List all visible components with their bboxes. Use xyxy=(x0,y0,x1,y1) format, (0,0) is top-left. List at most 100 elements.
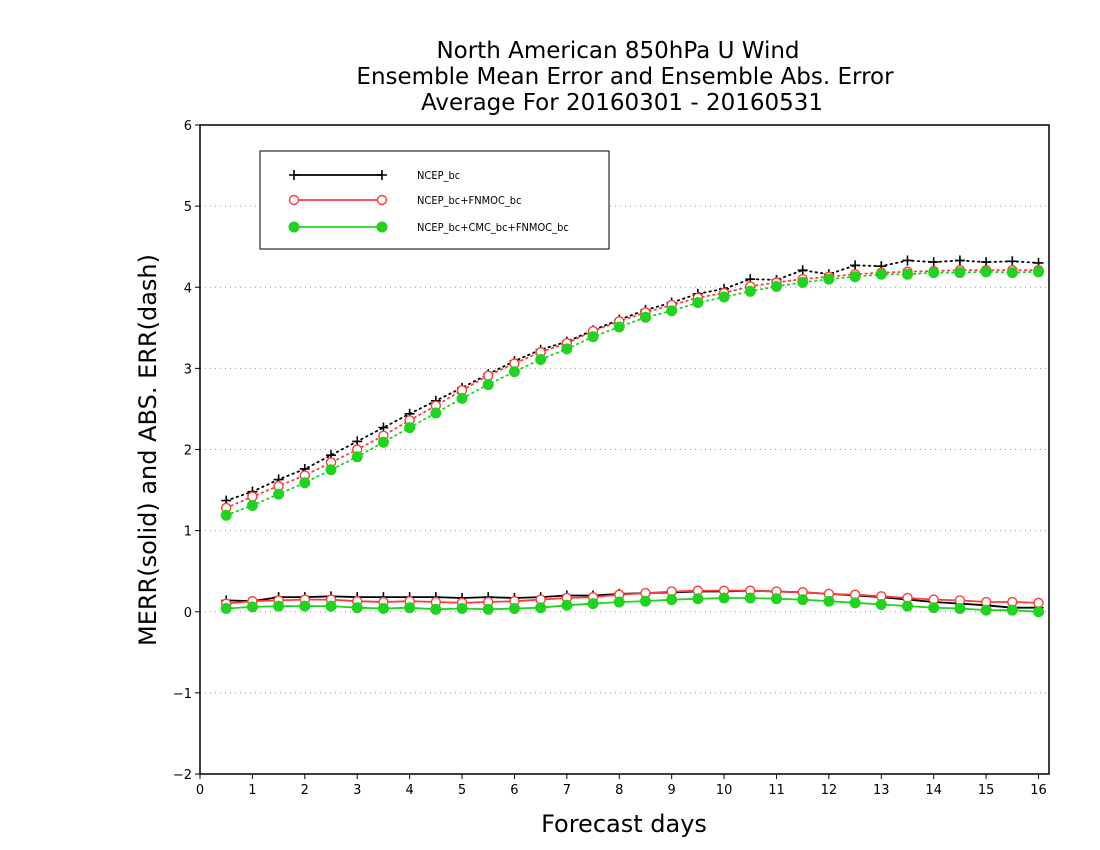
abs-error-point-ncep-bc-cmc-bc-fnmoc-bc xyxy=(639,311,651,323)
x-tick-label: 16 xyxy=(1030,783,1047,798)
mean-error-point-ncep-bc-cmc-bc-fnmoc-bc xyxy=(797,594,809,606)
mean-error-point-ncep-bc-cmc-bc-fnmoc-bc xyxy=(744,592,756,604)
y-tick-label: 3 xyxy=(184,362,192,377)
y-tick-label: 4 xyxy=(184,281,192,296)
mean-error-point-ncep-bc-cmc-bc-fnmoc-bc xyxy=(535,602,547,614)
y-tick-label: −2 xyxy=(173,768,192,783)
mean-error-point-ncep-bc-cmc-bc-fnmoc-bc xyxy=(902,600,913,612)
abs-error-point-ncep-bc-cmc-bc-fnmoc-bc xyxy=(220,509,232,521)
abs-error-point-ncep-bc-cmc-bc-fnmoc-bc xyxy=(508,366,520,378)
x-tick-label: 4 xyxy=(405,783,413,798)
legend: NCEP_bc NCEP_bc+FNMOC_bc NCEP_bc+CMC_bc+… xyxy=(259,150,610,250)
mean-error-point-ncep-bc-cmc-bc-fnmoc-bc xyxy=(456,603,468,615)
mean-error-point-ncep-bc-cmc-bc-fnmoc-bc xyxy=(587,598,599,610)
series-layer xyxy=(220,255,1045,618)
x-tick-label: 7 xyxy=(563,783,571,798)
mean-error-point-ncep-bc-cmc-bc-fnmoc-bc xyxy=(928,602,940,614)
mean-error-point-ncep-bc-cmc-bc-fnmoc-bc xyxy=(377,603,389,615)
mean-error-point-ncep-bc-cmc-bc-fnmoc-bc xyxy=(849,597,861,609)
abs-error-line-ncep-bc-cmc-bc-fnmoc-bc xyxy=(225,270,1040,517)
abs-error-point-ncep-bc xyxy=(797,265,808,276)
x-tick-label: 10 xyxy=(716,783,733,798)
legend-label-ncep-cmc-fnmoc: NCEP_bc+CMC_bc+FNMOC_bc xyxy=(417,221,569,234)
abs-error-point-ncep-bc-cmc-bc-fnmoc-bc xyxy=(535,353,547,365)
mean-error-point-ncep-bc-cmc-bc-fnmoc-bc xyxy=(273,600,285,612)
mean-error-point-ncep-bc-cmc-bc-fnmoc-bc xyxy=(666,594,678,606)
abs-error-point-ncep-bc-cmc-bc-fnmoc-bc xyxy=(692,297,704,309)
abs-error-point-ncep-bc-cmc-bc-fnmoc-bc xyxy=(980,266,992,278)
abs-error-point-ncep-bc-cmc-bc-fnmoc-bc xyxy=(718,291,730,303)
abs-error-point-ncep-bc-cmc-bc-fnmoc-bc xyxy=(482,379,494,391)
abs-error-point-ncep-bc-cmc-bc-fnmoc-bc xyxy=(246,499,258,511)
legend-marker-ncep-bc-cmc-bc-fnmoc-bc xyxy=(288,221,300,233)
chart-title-line-1: North American 850hPa U Wind xyxy=(436,38,799,64)
abs-error-point-ncep-bc-cmc-bc-fnmoc-bc xyxy=(849,271,861,283)
mean-error-point-ncep-bc-cmc-bc-fnmoc-bc xyxy=(299,600,311,612)
mean-error-point-ncep-bc-cmc-bc-fnmoc-bc xyxy=(404,602,416,614)
abs-error-point-ncep-bc xyxy=(1007,256,1018,267)
x-tick-label: 5 xyxy=(458,783,466,798)
mean-error-point-ncep-bc-cmc-bc-fnmoc-bc xyxy=(1033,606,1045,618)
abs-error-point-ncep-bc-cmc-bc-fnmoc-bc xyxy=(770,280,782,292)
abs-error-point-ncep-bc-cmc-bc-fnmoc-bc xyxy=(1006,267,1018,279)
abs-error-point-ncep-bc-cmc-bc-fnmoc-bc xyxy=(430,407,442,419)
x-tick-label: 0 xyxy=(196,783,204,798)
x-tick-label: 14 xyxy=(925,783,942,798)
mean-error-point-ncep-bc-cmc-bc-fnmoc-bc xyxy=(430,603,442,615)
legend-marker-ncep-bc xyxy=(289,170,299,180)
x-tick-label: 15 xyxy=(978,783,995,798)
x-tick-label: 11 xyxy=(768,783,785,798)
series-ncep-bc-fnmoc-bc xyxy=(221,265,1044,609)
abs-error-point-ncep-bc-cmc-bc-fnmoc-bc xyxy=(456,392,468,404)
y-tick-label: 0 xyxy=(184,606,192,621)
abs-error-point-ncep-bc-cmc-bc-fnmoc-bc xyxy=(325,464,337,476)
abs-error-point-ncep-bc-cmc-bc-fnmoc-bc xyxy=(954,267,966,279)
y-tick-label: 6 xyxy=(184,119,192,134)
x-tick-label: 13 xyxy=(873,783,890,798)
mean-error-point-ncep-bc-cmc-bc-fnmoc-bc xyxy=(325,600,337,612)
abs-error-point-ncep-bc xyxy=(850,260,861,271)
abs-error-point-ncep-bc-cmc-bc-fnmoc-bc xyxy=(351,451,363,463)
x-tick-label: 2 xyxy=(301,783,309,798)
abs-error-point-ncep-bc-cmc-bc-fnmoc-bc xyxy=(797,276,809,288)
abs-error-point-ncep-bc-cmc-bc-fnmoc-bc xyxy=(377,436,389,448)
x-tick-label: 6 xyxy=(510,783,518,798)
y-tick-label: 1 xyxy=(184,525,192,540)
y-axis-title: MERR(solid) and ABS. ERR(dash) xyxy=(134,254,162,646)
x-tick-label: 9 xyxy=(668,783,676,798)
abs-error-point-ncep-bc-cmc-bc-fnmoc-bc xyxy=(404,422,416,434)
mean-error-point-ncep-bc-cmc-bc-fnmoc-bc xyxy=(980,604,992,616)
legend-marker-ncep-bc-fnmoc-bc xyxy=(376,194,388,206)
y-tick-label: 5 xyxy=(184,200,192,215)
abs-error-point-ncep-bc xyxy=(954,255,965,266)
abs-error-point-ncep-bc-cmc-bc-fnmoc-bc xyxy=(744,285,756,297)
abs-error-point-ncep-bc-fnmoc-bc xyxy=(483,370,494,381)
abs-error-point-ncep-bc xyxy=(928,257,939,268)
x-tick-label: 3 xyxy=(353,783,361,798)
mean-error-point-ncep-bc-cmc-bc-fnmoc-bc xyxy=(246,601,258,613)
abs-error-point-ncep-bc-cmc-bc-fnmoc-bc xyxy=(875,268,887,280)
abs-error-point-ncep-bc-cmc-bc-fnmoc-bc xyxy=(273,488,285,500)
mean-error-point-ncep-bc-cmc-bc-fnmoc-bc xyxy=(770,593,782,605)
abs-error-point-ncep-bc-cmc-bc-fnmoc-bc xyxy=(561,343,573,355)
abs-error-line-ncep-bc xyxy=(225,259,1040,502)
abs-error-point-ncep-bc-cmc-bc-fnmoc-bc xyxy=(299,477,311,489)
mean-error-point-ncep-bc-cmc-bc-fnmoc-bc xyxy=(561,599,573,611)
mean-error-point-ncep-bc-cmc-bc-fnmoc-bc xyxy=(508,603,520,615)
mean-error-point-ncep-bc-cmc-bc-fnmoc-bc xyxy=(220,603,232,615)
mean-error-point-ncep-bc-cmc-bc-fnmoc-bc xyxy=(875,598,887,610)
abs-error-point-ncep-bc-cmc-bc-fnmoc-bc xyxy=(1033,266,1045,278)
mean-error-point-ncep-bc-cmc-bc-fnmoc-bc xyxy=(692,593,704,605)
legend-marker-ncep-bc-fnmoc-bc xyxy=(288,194,300,206)
grid-lines xyxy=(200,205,1049,694)
abs-error-point-ncep-bc xyxy=(902,255,913,266)
x-tick-label: 1 xyxy=(248,783,256,798)
legend-label-ncep-bc: NCEP_bc xyxy=(417,169,460,182)
chart-title-line-3: Average For 20160301 - 20160531 xyxy=(421,90,823,116)
abs-error-point-ncep-bc-cmc-bc-fnmoc-bc xyxy=(613,321,625,333)
series-ncep-bc xyxy=(221,255,1044,613)
x-tick-label: 8 xyxy=(615,783,623,798)
mean-error-point-ncep-bc-cmc-bc-fnmoc-bc xyxy=(718,592,730,604)
y-tick-label: −1 xyxy=(173,687,192,702)
